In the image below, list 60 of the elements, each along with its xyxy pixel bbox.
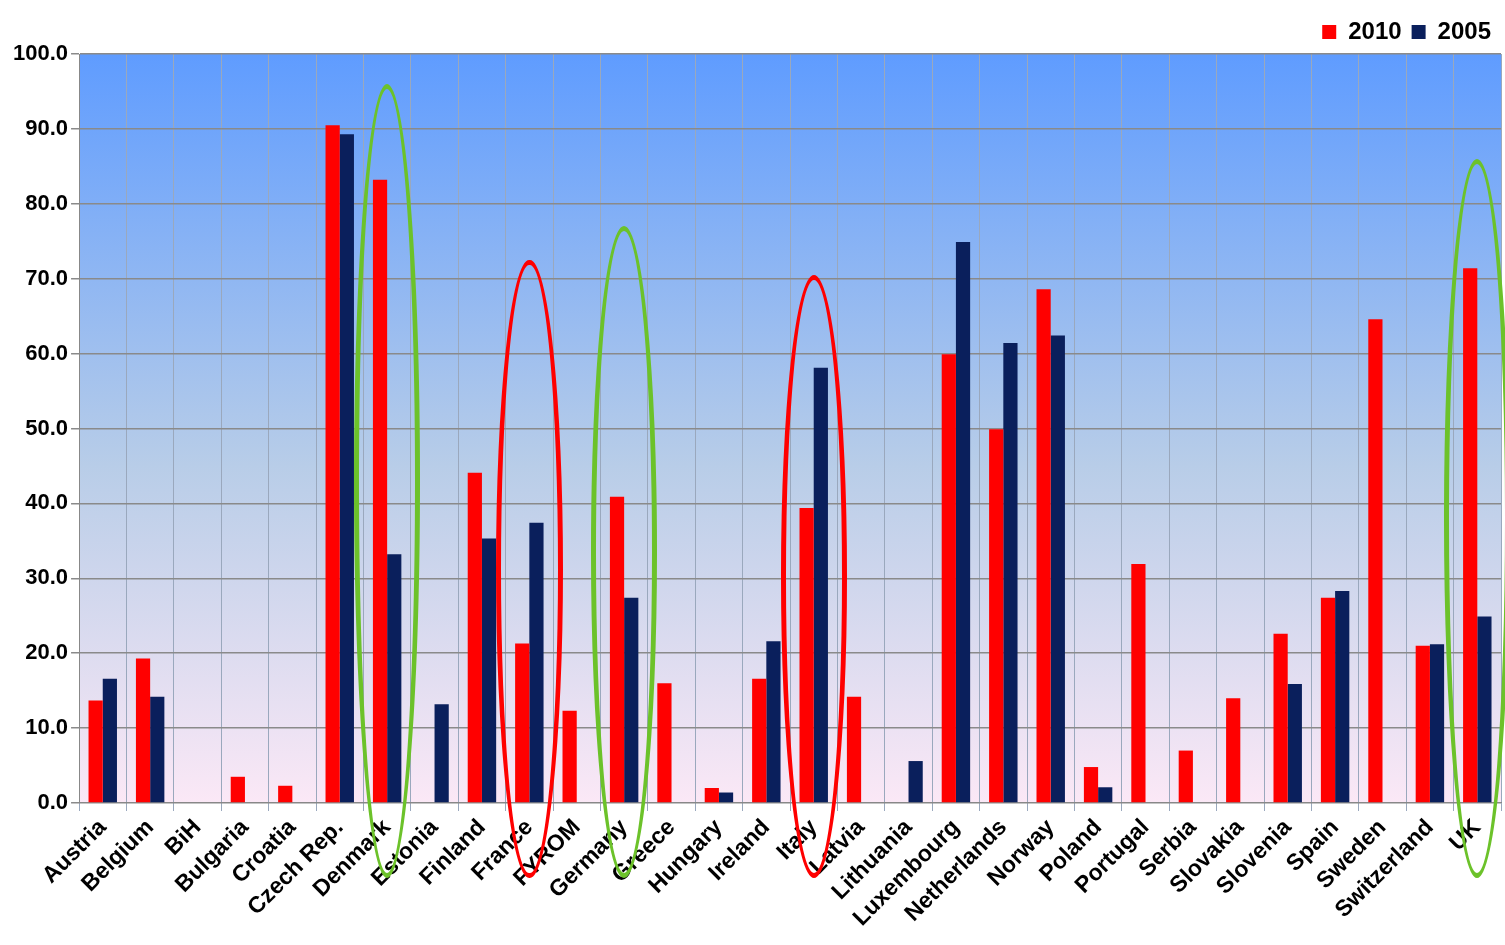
bar [799,507,814,803]
bar [1368,319,1383,803]
bar [1273,633,1288,803]
bar [752,678,767,803]
bar [1320,597,1336,803]
bar [1335,591,1350,803]
bar [230,776,245,803]
y-tick-label: 20.0 [25,639,69,665]
y-tick-label: 60.0 [25,339,69,365]
y-tick-label: 90.0 [25,114,69,140]
y-tick-label: 0.0 [37,789,69,815]
legend-label: 2005 [1437,16,1491,44]
bar [989,429,1004,803]
bar [624,597,639,803]
bar [941,354,956,803]
bar [1098,787,1113,803]
bar [813,367,828,803]
y-tick-label: 10.0 [25,714,69,740]
bar [135,658,151,803]
bar [562,710,577,803]
bar [766,641,781,803]
bar [339,134,354,803]
bar [372,179,388,803]
bar [434,704,449,803]
bar [908,761,923,803]
bar [1178,750,1193,803]
bar [467,472,482,803]
bar [1429,644,1445,803]
bar [88,700,103,803]
bar [657,683,672,803]
y-tick-label: 30.0 [25,564,69,590]
bar [1003,343,1018,803]
bar [515,643,530,803]
bar [325,125,340,803]
bar [955,242,971,803]
bar [846,696,862,803]
bar [1131,564,1146,803]
bar [718,792,734,803]
y-tick-label: 50.0 [25,414,69,440]
bar [481,538,497,803]
legend-label: 2010 [1348,16,1402,44]
bar [1415,645,1430,803]
bar [1463,268,1478,803]
bar [278,785,293,803]
bar [1083,767,1099,803]
y-tick-label: 100.0 [12,40,69,66]
bar [387,554,402,803]
y-tick-label: 70.0 [25,264,69,290]
y-tick-label: 40.0 [25,489,69,515]
bar [150,696,165,803]
bar [1036,289,1051,803]
bar [609,496,625,803]
bar [704,788,719,803]
bar [1287,683,1302,803]
bar [102,678,117,803]
bar [1226,698,1241,803]
bar [1050,335,1065,803]
bar [529,522,544,803]
bar [1477,616,1492,803]
y-tick-label: 80.0 [25,189,69,215]
